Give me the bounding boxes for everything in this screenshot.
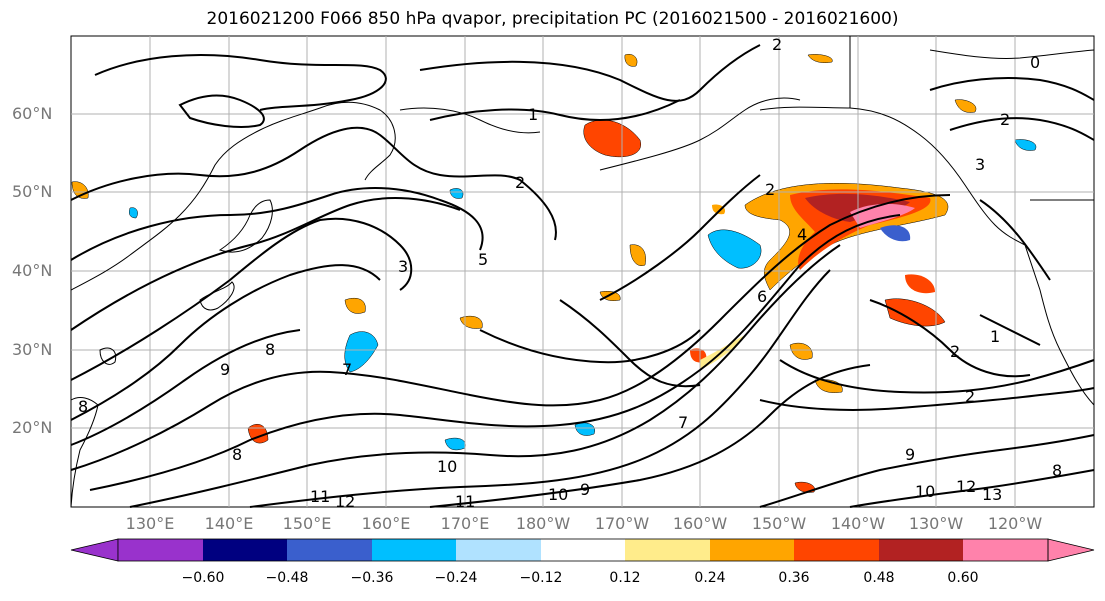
- colorbar-tick-label: 0.48: [863, 570, 895, 586]
- contour-label: 1: [990, 327, 1000, 346]
- colorbar-tick-label: −0.24: [434, 570, 478, 586]
- lon-label: 150°W: [751, 514, 807, 533]
- contour-label: 10: [915, 482, 935, 501]
- colorbar-segment: [372, 539, 456, 561]
- lon-label: 170°W: [594, 514, 650, 533]
- lon-label: 130°E: [125, 514, 175, 533]
- lat-label: 20°N: [12, 418, 53, 437]
- gridlines: [71, 36, 1094, 507]
- contour-label: 2: [772, 35, 782, 54]
- contour-label: 2: [515, 173, 525, 192]
- colorbar-segment: [203, 539, 287, 561]
- lon-label: 160°E: [361, 514, 411, 533]
- contour-label: 8: [1052, 461, 1062, 480]
- contour-label: 9: [580, 480, 590, 499]
- contour-labels: 2 0 1 2 2 3 4 5 3 2 6 7 8 9 8 10 11 12 1…: [78, 35, 1062, 511]
- map-title: 2016021200 F066 850 hPa qvapor, precipit…: [206, 9, 899, 29]
- contour-label: 0: [1030, 53, 1040, 72]
- colorbar-extend-high: [1047, 538, 1095, 562]
- colorbar-outline: [117, 538, 1049, 562]
- colorbar-tick-label: −0.48: [265, 570, 309, 586]
- colorbar-segment: [710, 539, 794, 561]
- contour-label: 11: [310, 487, 330, 506]
- colorbar-tick-label: 0.24: [694, 570, 726, 586]
- contour-label: 3: [398, 257, 408, 276]
- contour-label: 3: [975, 155, 985, 174]
- colorbar-segment: [879, 539, 963, 561]
- contour-label: 12: [956, 477, 976, 496]
- contour-label: 13: [982, 485, 1002, 504]
- colorbar-segment: [118, 539, 203, 561]
- contour-label: 2: [765, 180, 775, 199]
- qvapor-contours: [70, 44, 1095, 508]
- contour-label: 8: [232, 445, 242, 464]
- negative-precip-patches: [129, 139, 1037, 451]
- contour-label: 9: [220, 360, 230, 379]
- lat-label: 40°N: [12, 261, 53, 280]
- colorbar: [70, 538, 1095, 562]
- lon-label: 130°W: [908, 514, 964, 533]
- contour-label: 8: [265, 340, 275, 359]
- contour-label: 8: [78, 397, 88, 416]
- colorbar-extend-low: [70, 538, 119, 562]
- contour-label: 10: [437, 457, 457, 476]
- lon-label: 150°E: [282, 514, 332, 533]
- lon-label: 170°E: [440, 514, 490, 533]
- lon-label: 140°W: [830, 514, 886, 533]
- lon-label: 140°E: [204, 514, 254, 533]
- contour-label: 10: [548, 485, 568, 504]
- colorbar-tick-label: 0.60: [947, 570, 979, 586]
- contour-label: 7: [342, 360, 352, 379]
- colorbar-tick-label: 0.12: [609, 570, 641, 586]
- contour-label: 12: [335, 492, 355, 511]
- contour-label: 2: [965, 387, 975, 406]
- colorbar-segment: [794, 539, 879, 561]
- coastlines: [70, 36, 1095, 508]
- colorbar-tick-label: −0.60: [181, 570, 225, 586]
- colorbar-tick-label: 0.36: [778, 570, 810, 586]
- colorbar-segment: [287, 539, 372, 561]
- lon-label: 120°W: [987, 514, 1043, 533]
- contour-label: 2: [950, 342, 960, 361]
- contour-label: 4: [797, 225, 807, 244]
- lat-label: 50°N: [12, 182, 53, 201]
- contour-label: 1: [528, 105, 538, 124]
- lon-label: 160°W: [672, 514, 728, 533]
- contour-label: 11: [455, 492, 475, 511]
- lon-label: 180°W: [515, 514, 571, 533]
- lat-label: 30°N: [12, 340, 53, 359]
- contour-label: 6: [757, 287, 767, 306]
- colorbar-segment: [541, 539, 625, 561]
- contour-label: 2: [1000, 110, 1010, 129]
- colorbar-segment: [963, 539, 1048, 561]
- colorbar-tick-label: −0.12: [519, 570, 563, 586]
- colorbar-segment: [625, 539, 710, 561]
- contour-label: 7: [678, 413, 688, 432]
- lat-label: 60°N: [12, 104, 53, 123]
- colorbar-tick-label: −0.36: [350, 570, 394, 586]
- contour-label: 9: [905, 445, 915, 464]
- colorbar-segment: [456, 539, 541, 561]
- contour-label: 5: [478, 250, 488, 269]
